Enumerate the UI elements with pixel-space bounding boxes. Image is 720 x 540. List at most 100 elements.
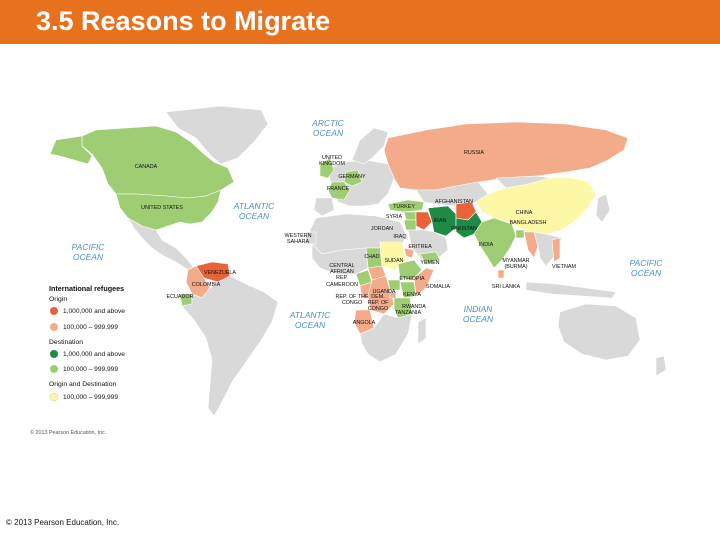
- pacific-east-label-line2: OCEAN: [631, 268, 662, 278]
- legend-both-mid-swatch: [49, 392, 59, 402]
- myanmar-label-line2: (BURMA): [504, 264, 527, 270]
- dr-congo-region: [367, 275, 395, 315]
- angola-label: ANGOLA: [353, 320, 376, 326]
- legend-both-heading: Origin and Destination: [49, 381, 116, 388]
- central-african-rep-label-line1: CENTRAL: [329, 263, 354, 269]
- dr-congo-label-line3: CONGO: [368, 306, 388, 312]
- somalia-label: SOMALIA: [426, 284, 450, 290]
- greenland-landmass: [165, 105, 269, 165]
- russia-region: [383, 121, 629, 191]
- west-africa-region: [311, 243, 369, 275]
- iraq-region: [415, 211, 433, 231]
- india-region: [473, 217, 517, 269]
- china-label: CHINA: [516, 210, 533, 216]
- central-african-rep-label-line2: AFRICAN: [330, 269, 354, 275]
- legend-origin-heading: Origin: [49, 296, 67, 303]
- dr-congo-label-line1: DEM.: [371, 294, 384, 300]
- legend-origin-mid-label: 100,000 – 999,999: [63, 324, 118, 331]
- kenya-region: [399, 281, 417, 299]
- sudan-label: SUDAN: [385, 258, 404, 264]
- kenya-label: KENYA: [403, 292, 421, 298]
- france-label: FRANCE: [327, 186, 350, 192]
- western-sahara-label-line1: WESTERN: [285, 233, 312, 239]
- iraq-label: IRAQ: [393, 234, 406, 240]
- united-kingdom-label-line1: UNITED: [322, 155, 342, 161]
- turkey-label: TURKEY: [393, 204, 415, 210]
- japan-region: [595, 193, 611, 223]
- indonesia-region: [525, 281, 617, 299]
- syria-label: SYRIA: [386, 214, 403, 220]
- arctic-ocean-label-line1: ARCTIC: [311, 118, 345, 128]
- scandinavia-region: [351, 127, 389, 165]
- south-america-region: [181, 275, 279, 417]
- pakistan-label: PAKISTAN: [451, 226, 477, 232]
- yemen-region: [419, 251, 441, 265]
- russia-label: RUSSIA: [464, 150, 484, 156]
- uganda-label: UGANDA: [372, 289, 395, 295]
- arabia-region: [407, 229, 449, 261]
- ecuador-label: ECUADOR: [167, 294, 194, 300]
- ethiopia-region: [397, 259, 423, 281]
- legend-destination-high-label: 1,000,000 and above: [63, 351, 125, 358]
- france-region: [327, 181, 351, 201]
- australia-region: [557, 303, 641, 361]
- iberia-region: [313, 197, 335, 217]
- united-kingdom-region: [319, 157, 335, 179]
- legend-origin-high-swatch: [50, 307, 58, 315]
- germany-region: [343, 169, 363, 187]
- rwanda-label: RWANDA: [402, 304, 426, 310]
- chad-label: CHAD: [364, 254, 379, 260]
- syria-region: [403, 211, 417, 221]
- germany-label: GERMANY: [338, 174, 366, 180]
- atlantic-south-label-line2: OCEAN: [295, 320, 326, 330]
- pacific-east-label-line1: PACIFIC: [630, 258, 664, 268]
- myanmar-label-line1: MYANMAR: [502, 258, 529, 264]
- southern-africa-region: [359, 313, 413, 363]
- ethiopia-label: ETHIOPIA: [399, 276, 425, 282]
- turkey-region: [387, 199, 425, 213]
- map-legend: International refugees Origin 1,000,000 …: [49, 284, 125, 402]
- united-states-label: UNITED STATES: [141, 205, 183, 211]
- rep-of-congo-label-line1: REP. OF THE: [335, 294, 368, 300]
- atlantic-north-label-line2: OCEAN: [239, 211, 270, 221]
- new-zealand-region: [655, 355, 667, 377]
- refugee-map: ARCTIC OCEAN ATLANTIC OCEAN PACIFIC OCEA…: [16, 98, 700, 438]
- afghanistan-label: AFGHANISTAN: [435, 199, 473, 205]
- eritrea-label: ERITREA: [408, 244, 432, 250]
- legend-title: International refugees: [49, 284, 124, 293]
- cameroon-label: CAMEROON: [326, 282, 358, 288]
- madagascar-region: [417, 317, 427, 345]
- indian-ocean-label-line1: INDIAN: [464, 304, 494, 314]
- mongolia-region: [495, 175, 551, 189]
- vietnam-region: [551, 237, 561, 263]
- slide-footer: © 2013 Pearson Education, Inc.: [6, 518, 120, 527]
- central-african-rep-label-line3: REP.: [336, 275, 348, 281]
- legend-destination-high-swatch: [50, 350, 58, 358]
- yemen-label: YEMEN: [420, 260, 439, 266]
- jordan-region: [403, 219, 417, 231]
- myanmar-region: [523, 231, 539, 259]
- iran-region: [427, 205, 457, 237]
- map-credit: © 2013 Pearson Education, Inc.: [30, 429, 106, 436]
- western-sahara-label-line2: SAHARA: [287, 239, 310, 245]
- alaska-region: [49, 135, 93, 165]
- eritrea-region: [403, 247, 415, 259]
- atlantic-north-label-line1: ATLANTIC: [233, 201, 275, 211]
- legend-destination-mid-label: 100,000 – 999,999: [63, 366, 118, 373]
- slide-header-bar: 3.5 Reasons to Migrate: [0, 0, 720, 44]
- united-kingdom-label-line2: KINGDOM: [319, 161, 345, 167]
- iran-label: IRAN: [434, 218, 447, 224]
- legend-destination-mid-swatch: [50, 365, 58, 373]
- atlantic-south-label-line1: ATLANTIC: [289, 310, 331, 320]
- legend-destination-heading: Destination: [49, 339, 83, 346]
- dr-congo-label-line2: REP. OF: [368, 300, 390, 306]
- vietnam-label: VIETNAM: [552, 264, 576, 270]
- jordan-label: JORDAN: [371, 226, 393, 232]
- world-map-svg: ARCTIC OCEAN ATLANTIC OCEAN PACIFIC OCEA…: [30, 105, 667, 436]
- india-label: INDIA: [479, 242, 494, 248]
- sri-lanka-region: [497, 269, 505, 279]
- arctic-ocean-label-line2: OCEAN: [313, 128, 344, 138]
- bangladesh-label: BANGLADESH: [510, 220, 547, 226]
- tanzania-label: TANZANIA: [395, 310, 422, 316]
- indian-ocean-label-line2: OCEAN: [463, 314, 494, 324]
